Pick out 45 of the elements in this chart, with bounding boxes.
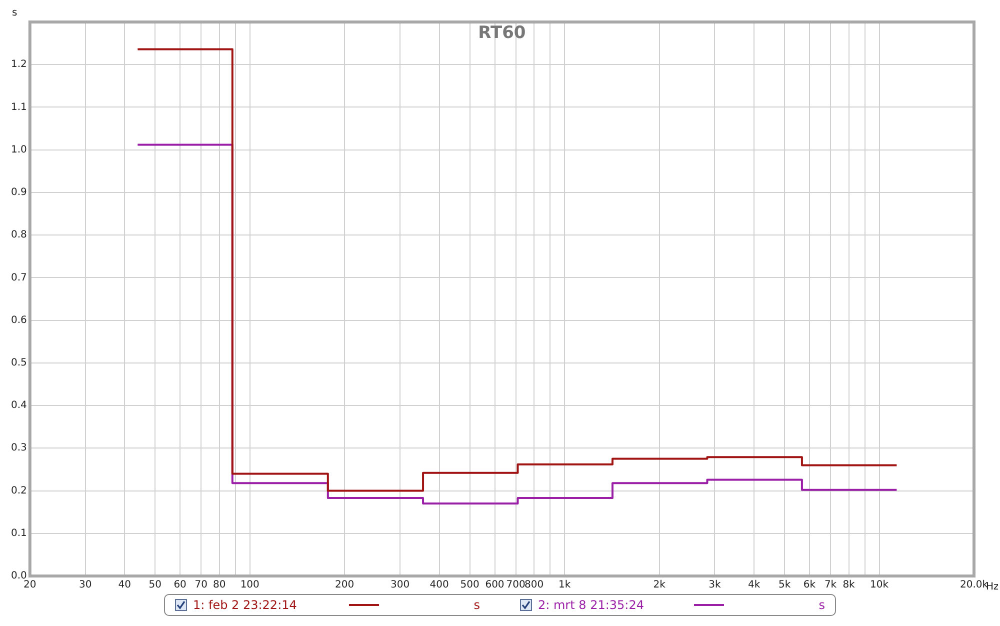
x-tick-label: 2k	[653, 580, 666, 591]
x-tick-label: 700	[506, 580, 526, 591]
x-tick-label: 400	[430, 580, 449, 591]
text: 2: mrt 8 21:35:24	[538, 598, 645, 612]
x-tick-label: 5k	[778, 580, 791, 591]
x-tick-label: 80	[213, 580, 226, 591]
y-tick-label: 0.9	[10, 187, 27, 198]
x-tick-label: 3k	[708, 580, 721, 591]
y-tick-label: 0.3	[10, 442, 27, 454]
y-axis-title: s	[12, 8, 18, 19]
x-tick-label: 500	[460, 580, 480, 591]
y-tick-label: 0.2	[10, 485, 27, 496]
x-tick-label: 7k	[824, 580, 837, 591]
x-tick-label: 8k	[842, 580, 856, 591]
y-tick-label: 1.0	[10, 144, 27, 156]
x-axis-title: Hz	[986, 582, 999, 593]
x-tick-label: 100	[240, 580, 260, 591]
x-tick-label: 50	[148, 580, 162, 591]
x-tick-label: 6k	[803, 580, 816, 591]
y-tick-label: 0.4	[10, 400, 27, 412]
x-tick-label: 300	[390, 580, 410, 591]
y-tick-label: 0.8	[10, 230, 27, 241]
x-tick-label: 800	[524, 580, 544, 591]
text: s	[818, 598, 825, 612]
x-tick-label: 200	[335, 580, 354, 591]
y-tick-label: 0.0	[10, 570, 27, 582]
y-tick-label: 1.1	[10, 102, 27, 113]
x-tick-label: 60	[174, 580, 186, 591]
y-tick-label: 0.1	[10, 528, 27, 539]
chart-title: RT60	[478, 22, 526, 43]
x-tick-label: 30	[78, 580, 92, 591]
x-tick-label: 20	[24, 580, 36, 591]
x-tick-label: 1k	[558, 580, 571, 591]
y-tick-label: 1.2	[10, 59, 27, 70]
x-tick-label: 40	[118, 580, 132, 591]
x-tick-label: 20.0k	[960, 580, 988, 591]
text: 1: feb 2 23:22:14	[193, 598, 298, 612]
x-tick-label: 600	[485, 580, 504, 591]
y-tick-label: 0.5	[10, 358, 27, 369]
text: s	[474, 598, 480, 612]
x-tick-label: 70	[194, 580, 208, 591]
y-tick-label: 0.6	[10, 314, 27, 326]
x-tick-label: 4k	[748, 580, 760, 591]
y-tick-label: 0.7	[10, 272, 27, 284]
x-tick-label: 10k	[870, 580, 889, 591]
